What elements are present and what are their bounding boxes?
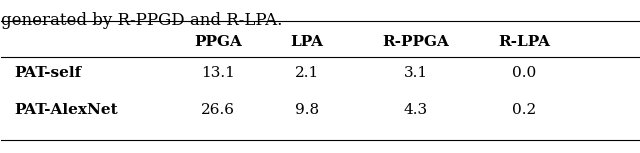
Text: PPGA: PPGA: [194, 35, 242, 49]
Text: PAT-AlexNet: PAT-AlexNet: [14, 103, 118, 117]
Text: 0.0: 0.0: [512, 67, 536, 80]
Text: 2.1: 2.1: [295, 67, 319, 80]
Text: generated by R-PPGD and R-LPA.: generated by R-PPGD and R-LPA.: [1, 12, 283, 29]
Text: PAT-self: PAT-self: [14, 67, 81, 80]
Text: R-LPA: R-LPA: [498, 35, 550, 49]
Text: 4.3: 4.3: [404, 103, 428, 117]
Text: LPA: LPA: [291, 35, 324, 49]
Text: 26.6: 26.6: [201, 103, 235, 117]
Text: R-PPGA: R-PPGA: [382, 35, 449, 49]
Text: 9.8: 9.8: [295, 103, 319, 117]
Text: 13.1: 13.1: [201, 67, 235, 80]
Text: 0.2: 0.2: [512, 103, 536, 117]
Text: 3.1: 3.1: [404, 67, 428, 80]
